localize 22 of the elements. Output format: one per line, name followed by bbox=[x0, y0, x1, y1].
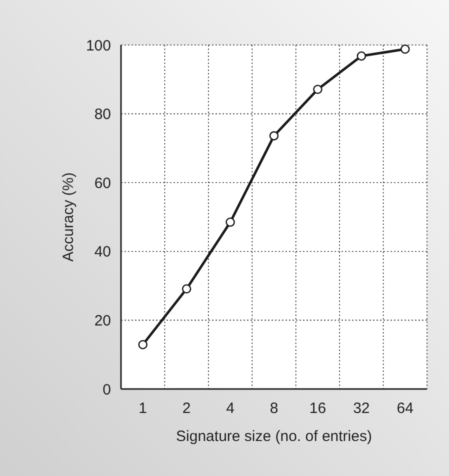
point bbox=[313, 84, 322, 94]
point bbox=[356, 51, 366, 61]
point bbox=[226, 218, 235, 227]
x-axis-title: Signature size (no. of entries) bbox=[176, 428, 372, 445]
x-tick-label: 1 bbox=[138, 400, 148, 417]
x-tick-label: 16 bbox=[309, 400, 326, 417]
x-tick-label: 64 bbox=[396, 400, 414, 417]
x-tick-label: 4 bbox=[226, 400, 234, 417]
y-tick-label: 20 bbox=[94, 312, 111, 330]
y-tick-label: 40 bbox=[94, 244, 111, 261]
y-tick-label: 0 bbox=[102, 381, 111, 398]
x-tick-label: 8 bbox=[270, 400, 278, 417]
y-tick-label: 60 bbox=[94, 174, 111, 192]
point bbox=[182, 284, 192, 294]
y-axis-title: Accuracy (%) bbox=[60, 172, 77, 262]
point bbox=[138, 340, 148, 350]
point bbox=[400, 44, 410, 54]
y-tick-label: 80 bbox=[94, 106, 111, 124]
x-tick-label: 2 bbox=[182, 400, 191, 417]
x-tick-label: 32 bbox=[353, 400, 370, 417]
y-tick-label: 100 bbox=[86, 37, 111, 54]
point bbox=[269, 131, 279, 140]
